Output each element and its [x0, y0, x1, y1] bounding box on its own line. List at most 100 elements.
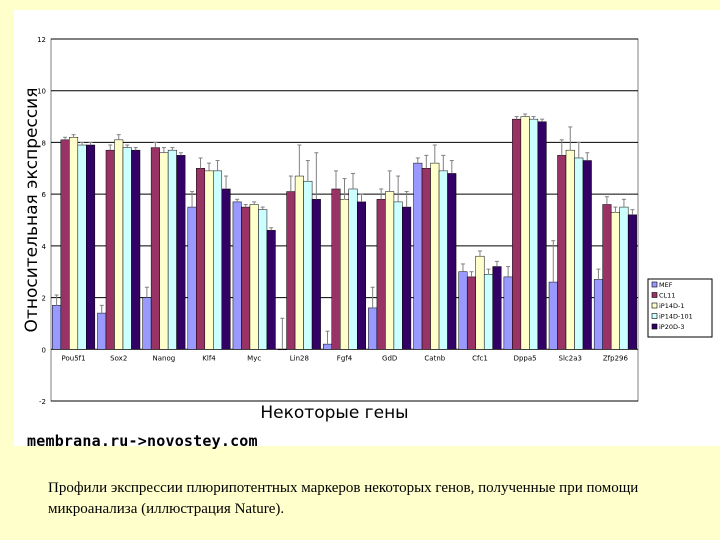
x-tick-label: Fgf4 — [337, 354, 353, 362]
bar-CL11 — [241, 206, 251, 350]
chart-panel: -2 0 2 4 6 8 10 12 Относительная экспрессия Некот… — [14, 10, 720, 446]
bar-iP14D-101 — [258, 209, 268, 350]
bar-CL11 — [602, 204, 612, 350]
x-tick-label: Slc2a3 — [559, 354, 582, 362]
y-tick-label: 6 — [42, 191, 47, 199]
legend-swatch — [651, 323, 658, 330]
bar-MEF — [97, 312, 107, 350]
bar-MEF — [232, 201, 242, 350]
bar-iP14D-101 — [77, 144, 87, 350]
bar-iP14D-1 — [294, 175, 304, 350]
y-tick-label: 2 — [42, 295, 46, 303]
bar-iP14D-1 — [69, 137, 79, 350]
bar-iP14D-101 — [122, 147, 132, 350]
legend-swatch — [651, 313, 658, 319]
bar-MEF — [52, 305, 62, 350]
bar-CL11 — [60, 139, 70, 350]
bar-CL11 — [286, 191, 296, 350]
bar-iP20D-3 — [176, 155, 186, 350]
bar-MEF — [368, 307, 378, 350]
bar-CL11 — [105, 149, 115, 350]
legend-label: CL11 — [659, 292, 675, 300]
bar-iP14D-101 — [213, 170, 223, 350]
x-tick-label: Zfp296 — [603, 354, 629, 362]
bar-iP14D-101 — [348, 188, 358, 350]
bar-MEF — [323, 343, 332, 350]
x-tick-label: Klf4 — [202, 354, 216, 362]
y-tick-label: 0 — [42, 346, 46, 354]
bar-MEF — [458, 271, 468, 350]
bar-MEF — [142, 297, 152, 350]
bar-iP20D-3 — [537, 121, 547, 350]
bar-iP14D-1 — [159, 152, 169, 350]
bar-iP14D-101 — [619, 206, 629, 350]
legend-swatch — [651, 292, 658, 298]
y-tick-label: 8 — [42, 139, 46, 147]
bar-iP14D-1 — [565, 149, 575, 350]
bar-iP20D-3 — [447, 173, 457, 350]
bar-iP14D-1 — [249, 204, 259, 350]
bar-iP14D-1 — [610, 211, 620, 350]
bar-iP20D-3 — [221, 188, 231, 350]
bar-iP14D-1 — [204, 170, 214, 350]
bar-iP14D-1 — [114, 139, 124, 350]
y-tick-label: 4 — [42, 243, 47, 251]
x-tick-label: Lin28 — [290, 354, 309, 362]
y-tick-label: 12 — [37, 36, 46, 44]
x-axis-title: Некоторые гены — [260, 403, 408, 423]
legend-label: MEF — [659, 281, 673, 289]
bar-MEF — [413, 162, 423, 350]
bar-iP14D-101 — [438, 170, 448, 350]
y-tick-label: 10 — [37, 88, 46, 96]
bar-iP14D-1 — [430, 162, 440, 350]
bar-iP14D-101 — [529, 118, 539, 350]
bar-CL11 — [557, 155, 567, 350]
x-tick-label: Nanog — [153, 354, 176, 362]
bar-MEF — [593, 279, 603, 350]
x-tick-label: Myc — [247, 354, 261, 362]
figure-caption: Профили экспрессии плюрипотентных маркер… — [48, 480, 639, 517]
legend-swatch — [651, 302, 658, 309]
bar-CL11 — [466, 276, 476, 350]
x-tick-label: Catnb — [424, 354, 445, 362]
legend-box — [647, 278, 713, 338]
bar-iP14D-1 — [520, 116, 530, 350]
bar-iP20D-3 — [627, 214, 637, 350]
bar-CL11 — [150, 147, 160, 350]
bar-iP14D-101 — [303, 180, 313, 350]
x-tick-label: Cfc1 — [472, 354, 488, 362]
bar-CL11 — [331, 188, 341, 350]
bar-iP14D-101 — [167, 149, 177, 350]
x-tick-label: Dppa5 — [514, 354, 537, 362]
bar-iP20D-3 — [492, 266, 502, 350]
bar-iP14D-1 — [475, 255, 485, 350]
bar-iP14D-101 — [483, 274, 493, 350]
bar-CL11 — [421, 168, 431, 350]
bar-iP14D-1 — [340, 199, 349, 350]
legend-label: iP14D-101 — [659, 313, 693, 321]
bar-CL11 — [196, 168, 206, 350]
x-tick-label: Pou5f1 — [62, 354, 86, 362]
bar-CL11 — [512, 118, 522, 350]
x-tick-label: Sox2 — [110, 354, 127, 362]
legend-swatch — [651, 281, 658, 288]
bar-iP20D-3 — [266, 230, 276, 350]
y-axis-title: Относительная экспрессия — [22, 88, 42, 333]
bar-iP20D-3 — [86, 144, 96, 350]
bar-iP20D-3 — [357, 201, 366, 350]
legend-label: iP14D-1 — [659, 302, 684, 310]
bar-iP20D-3 — [131, 149, 141, 350]
bar-CL11 — [376, 199, 386, 350]
bar-MEF — [548, 281, 558, 350]
legend-label: iP20D-3 — [659, 323, 684, 331]
y-tick-label: -2 — [39, 398, 46, 406]
bar-MEF — [503, 276, 513, 350]
bar-MEF — [187, 206, 197, 350]
bar-iP14D-101 — [393, 201, 403, 350]
watermark-text: membrana.ru->novostey.com — [27, 432, 258, 450]
bar-MEF — [277, 349, 287, 351]
x-tick-label: GdD — [382, 354, 397, 362]
bar-iP14D-1 — [385, 191, 395, 350]
bar-chart: -2 0 2 4 6 8 10 12 Относительная экспрессия Некот… — [22, 36, 713, 423]
bar-iP20D-3 — [582, 160, 592, 350]
